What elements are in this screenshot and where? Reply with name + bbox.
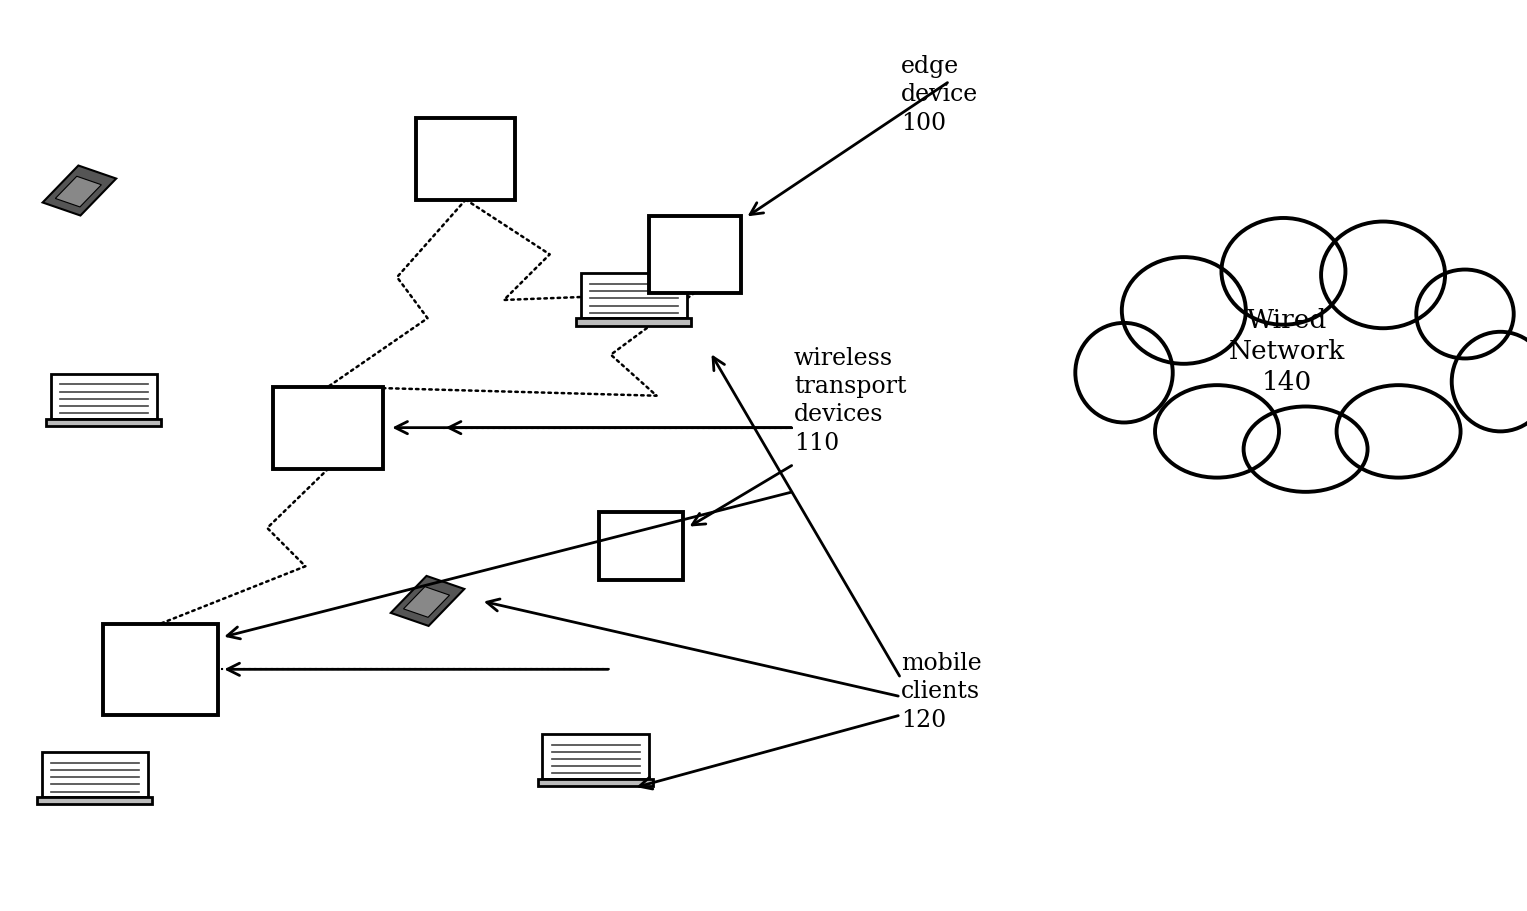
Ellipse shape xyxy=(1162,267,1449,462)
Text: mobile
clients
120: mobile clients 120 xyxy=(901,651,982,731)
Bar xyxy=(41,752,148,797)
Bar xyxy=(580,274,687,319)
Bar xyxy=(37,797,153,804)
Bar xyxy=(104,624,218,715)
Ellipse shape xyxy=(1458,339,1527,425)
Bar xyxy=(50,374,157,419)
Bar xyxy=(415,118,515,200)
Text: wireless
transport
devices
110: wireless transport devices 110 xyxy=(794,346,907,455)
Bar xyxy=(391,577,464,626)
Ellipse shape xyxy=(1075,323,1173,423)
Text: edge
device
100: edge device 100 xyxy=(901,55,979,135)
Ellipse shape xyxy=(1452,333,1527,432)
Bar xyxy=(542,734,649,779)
Ellipse shape xyxy=(1222,219,1345,325)
Ellipse shape xyxy=(1452,333,1527,432)
Ellipse shape xyxy=(1122,258,1246,364)
Bar xyxy=(599,512,684,581)
Ellipse shape xyxy=(1336,385,1460,478)
Ellipse shape xyxy=(1243,407,1368,492)
Ellipse shape xyxy=(1154,385,1280,478)
Ellipse shape xyxy=(1321,222,1445,329)
Bar xyxy=(43,167,116,216)
Text: Wired
Network
140: Wired Network 140 xyxy=(1229,307,1345,394)
Bar xyxy=(273,387,383,469)
Ellipse shape xyxy=(1417,271,1513,359)
Bar xyxy=(403,587,449,618)
Bar xyxy=(576,319,692,326)
Bar xyxy=(55,177,101,208)
Bar xyxy=(46,419,162,426)
Bar xyxy=(538,779,654,786)
Bar xyxy=(649,217,741,293)
